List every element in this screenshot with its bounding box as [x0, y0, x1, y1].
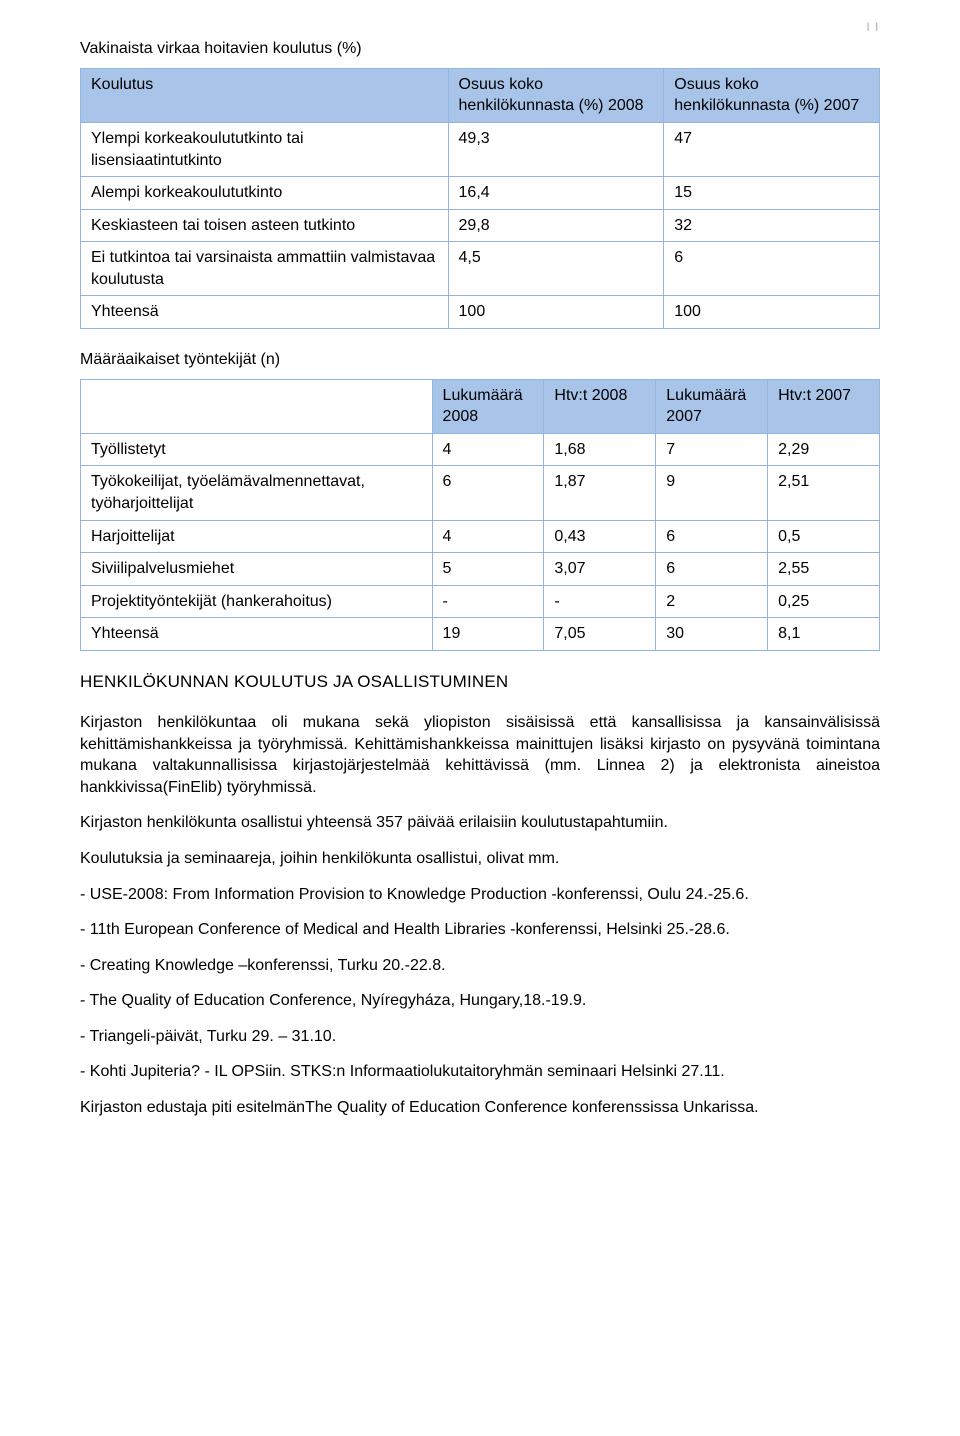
- table-cell: 4: [432, 520, 544, 553]
- list-item: - USE-2008: From Information Provision t…: [80, 884, 880, 906]
- table-cell: Siviilipalvelusmiehet: [81, 553, 433, 586]
- table-cell: 0,25: [768, 585, 880, 618]
- table-row: Projektityöntekijät (hankerahoitus)--20,…: [81, 585, 880, 618]
- table-cell: 47: [664, 122, 880, 176]
- table-cell: Ei tutkintoa tai varsinaista ammattiin v…: [81, 242, 449, 296]
- table-cell: 0,43: [544, 520, 656, 553]
- body-paragraphs: Kirjaston henkilökuntaa oli mukana sekä …: [80, 712, 880, 870]
- table-cell: 7,05: [544, 618, 656, 651]
- table2: Lukumäärä 2008Htv:t 2008Lukumäärä 2007Ht…: [80, 379, 880, 651]
- table-row: Ei tutkintoa tai varsinaista ammattiin v…: [81, 242, 880, 296]
- table-cell: Alempi korkeakoulututkinto: [81, 177, 449, 210]
- table-cell: 30: [656, 618, 768, 651]
- table2-header-row: Lukumäärä 2008Htv:t 2008Lukumäärä 2007Ht…: [81, 379, 880, 433]
- table-cell: 6: [656, 520, 768, 553]
- table-cell: Keskiasteen tai toisen asteen tutkinto: [81, 209, 449, 242]
- table-cell: 8,1: [768, 618, 880, 651]
- table-cell: 15: [664, 177, 880, 210]
- table-row: Yhteensä100100: [81, 296, 880, 329]
- table-row: Työkokeilijat, työelämävalmennettavat, t…: [81, 466, 880, 520]
- table-cell: 1,68: [544, 433, 656, 466]
- table-row: Yhteensä197,05308,1: [81, 618, 880, 651]
- table-cell: 4,5: [448, 242, 664, 296]
- table-cell: 0,5: [768, 520, 880, 553]
- document-page: | | Vakinaista virkaa hoitavien koulutus…: [40, 0, 920, 1173]
- table2-title: Määräaikaiset työntekijät (n): [80, 349, 880, 371]
- table-cell: 49,3: [448, 122, 664, 176]
- table-cell: 29,8: [448, 209, 664, 242]
- body-paragraph: Kirjaston henkilökuntaa oli mukana sekä …: [80, 712, 880, 798]
- table-cell: -: [432, 585, 544, 618]
- column-header: Htv:t 2007: [768, 379, 880, 433]
- table-cell: Projektityöntekijät (hankerahoitus): [81, 585, 433, 618]
- table-row: Alempi korkeakoulututkinto16,415: [81, 177, 880, 210]
- list-item: - 11th European Conference of Medical an…: [80, 919, 880, 941]
- table-row: Ylempi korkeakoulututkinto tai lisensiaa…: [81, 122, 880, 176]
- table-cell: Ylempi korkeakoulututkinto tai lisensiaa…: [81, 122, 449, 176]
- table-row: Työllistetyt41,6872,29: [81, 433, 880, 466]
- table-cell: 6: [664, 242, 880, 296]
- closing-paragraph: Kirjaston edustaja piti esitelmänThe Qua…: [80, 1097, 880, 1119]
- table-cell: 6: [432, 466, 544, 520]
- column-header: Osuus koko henkilökunnasta (%) 2008: [448, 68, 664, 122]
- table-cell: Työkokeilijat, työelämävalmennettavat, t…: [81, 466, 433, 520]
- table-cell: 19: [432, 618, 544, 651]
- list-item: - The Quality of Education Conference, N…: [80, 990, 880, 1012]
- table-cell: 4: [432, 433, 544, 466]
- table-cell: 2,29: [768, 433, 880, 466]
- table-cell: Yhteensä: [81, 618, 433, 651]
- body-paragraph: Kirjaston henkilökunta osallistui yhteen…: [80, 812, 880, 834]
- table-cell: Harjoittelijat: [81, 520, 433, 553]
- column-header: Osuus koko henkilökunnasta (%) 2007: [664, 68, 880, 122]
- table1-title: Vakinaista virkaa hoitavien koulutus (%): [80, 38, 880, 60]
- list-item: - Kohti Jupiteria? - IL OPSiin. STKS:n I…: [80, 1061, 880, 1083]
- table-cell: 1,87: [544, 466, 656, 520]
- table-row: Keskiasteen tai toisen asteen tutkinto29…: [81, 209, 880, 242]
- table-cell: 3,07: [544, 553, 656, 586]
- table-cell: -: [544, 585, 656, 618]
- table-cell: Yhteensä: [81, 296, 449, 329]
- column-header: Lukumäärä 2008: [432, 379, 544, 433]
- column-header: Htv:t 2008: [544, 379, 656, 433]
- list-item: - Creating Knowledge –konferenssi, Turku…: [80, 955, 880, 977]
- bullet-list: - USE-2008: From Information Provision t…: [80, 884, 880, 1084]
- table-cell: 2,55: [768, 553, 880, 586]
- table-cell: 32: [664, 209, 880, 242]
- page-marker: | |: [80, 20, 880, 32]
- column-header: Koulutus: [81, 68, 449, 122]
- table-cell: 5: [432, 553, 544, 586]
- table-cell: 6: [656, 553, 768, 586]
- column-header: Lukumäärä 2007: [656, 379, 768, 433]
- table-row: Harjoittelijat40,4360,5: [81, 520, 880, 553]
- table-cell: 100: [448, 296, 664, 329]
- table-cell: 2,51: [768, 466, 880, 520]
- table1-header-row: KoulutusOsuus koko henkilökunnasta (%) 2…: [81, 68, 880, 122]
- table-cell: 16,4: [448, 177, 664, 210]
- table-cell: 100: [664, 296, 880, 329]
- table-cell: Työllistetyt: [81, 433, 433, 466]
- table-row: Siviilipalvelusmiehet53,0762,55: [81, 553, 880, 586]
- table1: KoulutusOsuus koko henkilökunnasta (%) 2…: [80, 68, 880, 329]
- list-item: - Triangeli-päivät, Turku 29. – 31.10.: [80, 1026, 880, 1048]
- column-header: [81, 379, 433, 433]
- table-cell: 2: [656, 585, 768, 618]
- section-heading: HENKILÖKUNNAN KOULUTUS JA OSALLISTUMINEN: [80, 671, 880, 694]
- table-cell: 7: [656, 433, 768, 466]
- body-paragraph: Koulutuksia ja seminaareja, joihin henki…: [80, 848, 880, 870]
- table-cell: 9: [656, 466, 768, 520]
